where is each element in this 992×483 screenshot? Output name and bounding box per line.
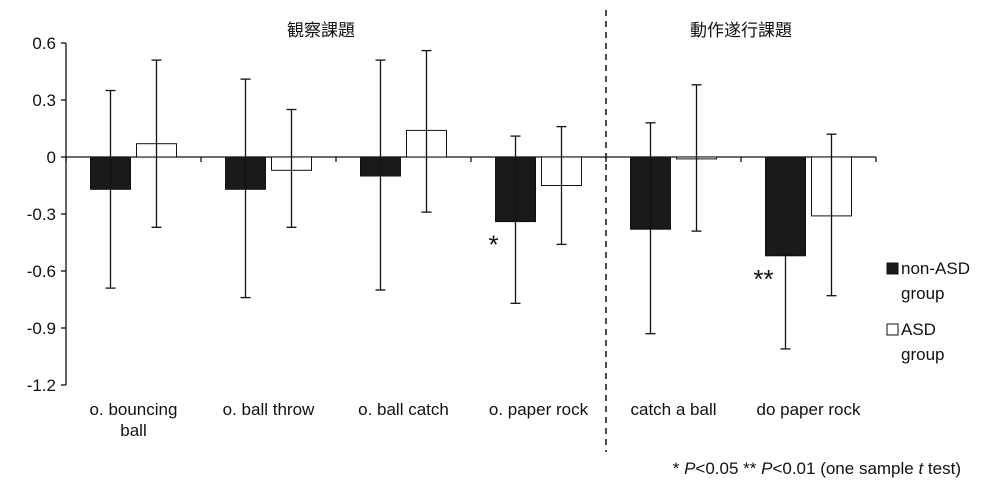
error-bars (105, 49, 837, 350)
y-tick-label: 0.6 (32, 34, 56, 53)
category-label: o. ball throw (223, 400, 315, 419)
footnote-star1: * (673, 459, 684, 478)
bars (90, 129, 852, 257)
significance-marks: *** (488, 230, 773, 294)
legend-label-asd-line1: ASD (901, 320, 936, 339)
y-tick-label: 0 (47, 148, 56, 167)
category-label: catch a ball (631, 400, 717, 419)
footnote-end: test) (923, 459, 961, 478)
y-tick-label: -0.6 (27, 262, 56, 281)
footnote-p1: P (684, 459, 696, 478)
legend: non-ASD group ASD group (886, 259, 970, 364)
legend-label-asd-line2: group (901, 345, 944, 364)
x-ticks (65, 157, 877, 162)
axes (65, 43, 876, 385)
footnote: * P<0.05 ** P<0.01 (one sample t test) (673, 459, 961, 478)
category-label: do paper rock (757, 400, 861, 419)
section-label-observation: 観察課題 (287, 21, 355, 41)
category-labels: o. bouncing ball o. ball throw o. ball catc… (90, 400, 861, 440)
category-label: ball (120, 421, 146, 440)
footnote-t: t (918, 459, 924, 478)
significance-mark: * (488, 230, 498, 260)
y-tick-label: 0.3 (32, 91, 56, 110)
significance-mark: ** (753, 264, 773, 294)
footnote-val1: <0.05 ** (695, 459, 761, 478)
category-label: o. paper rock (489, 400, 589, 419)
legend-label-non-asd-line1: non-ASD (901, 259, 970, 278)
bar-non-asd (765, 156, 806, 257)
section-label-action: 動作遂行課題 (690, 21, 792, 41)
y-ticks: 0.6 0.3 0 -0.3 -0.6 -0.9 -1.2 (27, 34, 66, 395)
y-tick-label: -1.2 (27, 376, 56, 395)
category-label: o. ball catch (358, 400, 449, 419)
footnote-val2: <0.01 (one sample (772, 459, 918, 478)
category-label: o. bouncing (90, 400, 178, 419)
y-tick-label: -0.9 (27, 319, 56, 338)
legend-swatch-non-asd (886, 262, 899, 275)
legend-swatch-asd (886, 323, 899, 336)
footnote-p2: P (761, 459, 773, 478)
legend-label-non-asd-line2: group (901, 284, 944, 303)
y-tick-label: -0.3 (27, 205, 56, 224)
